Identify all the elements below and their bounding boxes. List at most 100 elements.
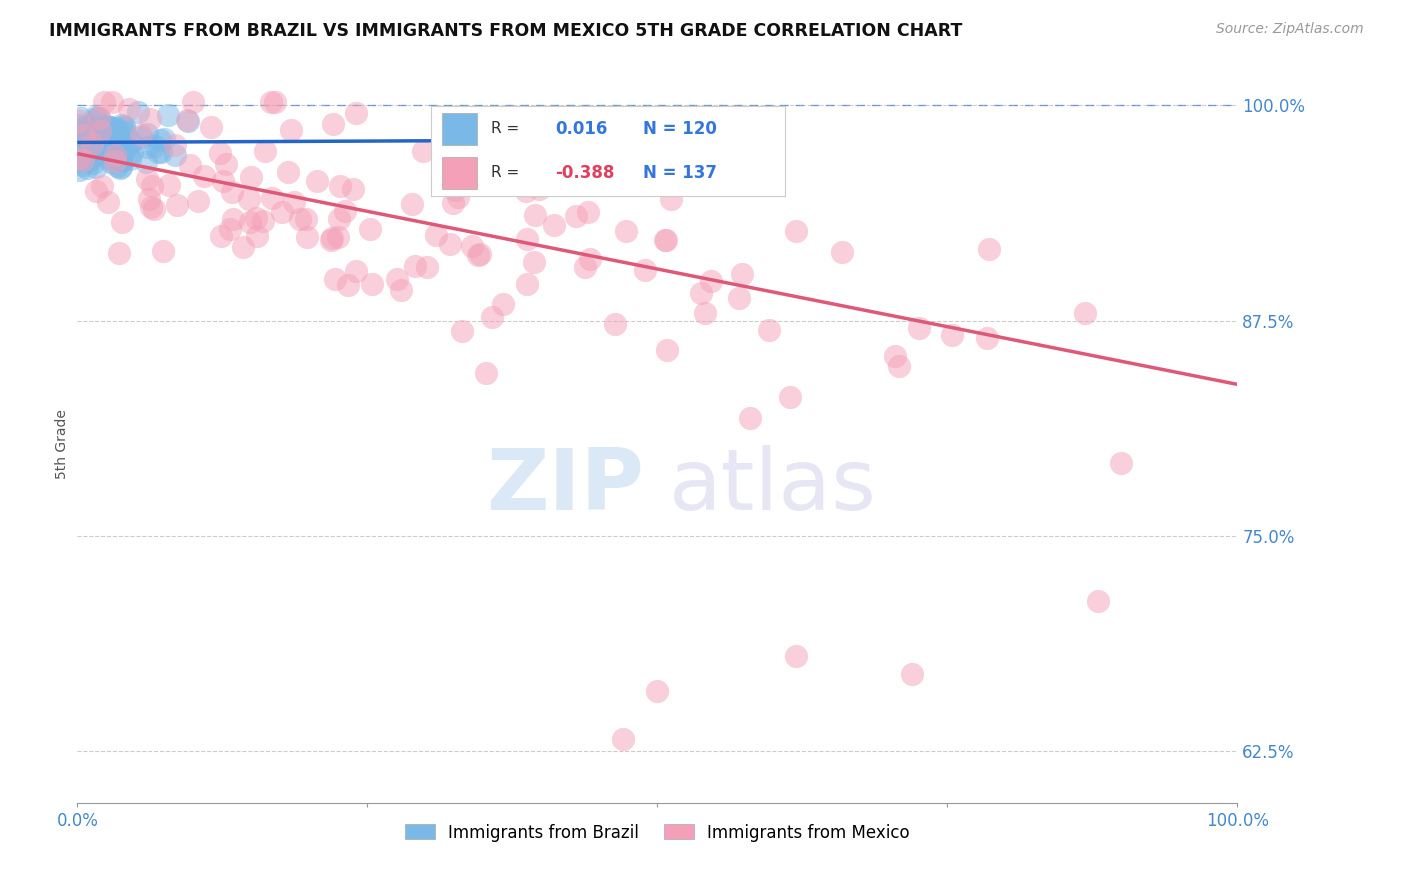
Point [69,141,91,155]
Point [605,317,627,331]
Point [475,367,498,381]
Text: ZIP: ZIP [485,445,644,528]
Point [887,359,910,374]
Point [136,139,159,153]
Point [89,128,111,142]
Point [359,222,381,236]
Point [80,149,103,163]
Point [152,244,174,259]
Point [211,174,233,188]
Point [579,252,602,266]
Point [498,153,520,167]
Point [524,208,547,222]
Point [80,141,103,155]
Point [73,128,96,142]
Point [260,95,283,109]
Point [87,124,110,138]
Point [283,195,305,210]
Point [67,132,90,146]
Point [91,144,114,158]
Point [70,111,93,125]
Point [67,138,90,153]
Point [690,286,713,301]
Point [89,111,111,125]
Point [328,230,350,244]
Point [77,141,100,155]
Point [451,324,474,338]
Point [979,243,1001,257]
Point [82,136,104,151]
Point [614,224,637,238]
Point [277,165,299,179]
Point [468,247,491,261]
Point [738,411,761,425]
Point [564,210,586,224]
Text: atlas: atlas [669,445,877,528]
Point [70,153,93,167]
Point [67,162,90,177]
Point [118,102,141,116]
Point [344,106,367,120]
Point [209,146,232,161]
Point [97,120,120,135]
Point [319,234,342,248]
Point [82,118,104,132]
Point [135,171,157,186]
Point [115,139,138,153]
Point [127,105,149,120]
Point [404,259,426,273]
Point [108,246,131,260]
Point [260,191,283,205]
Point [89,132,111,146]
Point [245,211,267,225]
Point [87,111,110,125]
Point [69,129,91,144]
Point [156,108,179,122]
Point [163,148,186,162]
Point [84,139,107,153]
Point [475,147,498,161]
Point [264,95,287,109]
Point [82,138,104,153]
Point [177,113,200,128]
Point [612,732,634,747]
Point [288,211,311,226]
Point [150,145,173,159]
Point [693,306,716,320]
Point [425,227,447,242]
Point [447,189,470,203]
Point [976,331,998,345]
Point [238,215,260,229]
Point [491,297,513,311]
Point [659,192,682,206]
Point [333,203,356,218]
Point [89,124,111,138]
Point [758,323,780,337]
Point [70,137,93,152]
Point [441,195,464,210]
Point [73,126,96,140]
Point [86,131,108,145]
Point [322,117,344,131]
Point [112,121,135,136]
Point [98,120,121,134]
Point [139,112,162,127]
Point [84,126,107,140]
Point [76,134,98,148]
Point [70,129,93,144]
Point [84,184,107,198]
Point [67,151,90,165]
Point [97,132,120,146]
Point [82,138,104,153]
Point [727,291,749,305]
Point [148,145,170,159]
Point [77,119,100,133]
Point [84,126,107,140]
Point [214,157,236,171]
Point [70,158,93,172]
Point [342,182,364,196]
Point [96,119,118,133]
Point [655,233,678,247]
Point [84,160,107,174]
Point [73,136,96,150]
